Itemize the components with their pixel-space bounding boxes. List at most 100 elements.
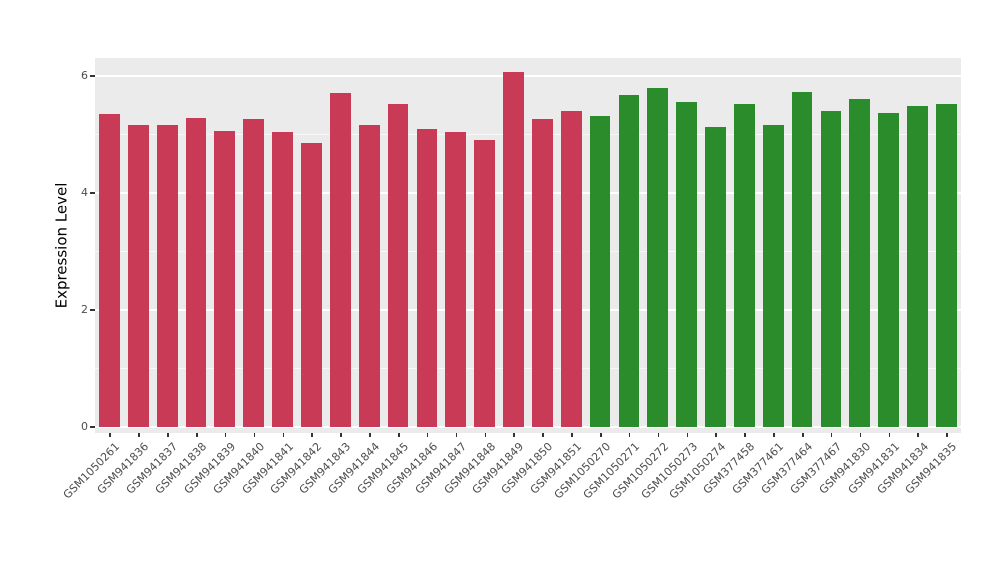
- x-slot: GSM941846: [384, 433, 441, 563]
- bar-slot: [672, 101, 701, 433]
- bar: [185, 118, 207, 427]
- x-tick-mark: [282, 433, 285, 437]
- bar-slot: [903, 106, 932, 433]
- bar-slot: [412, 129, 441, 433]
- bar-slot: [326, 92, 355, 433]
- bar: [531, 119, 553, 427]
- bar-slot: [239, 118, 268, 433]
- x-slot: GSM941830: [816, 433, 874, 563]
- bar: [329, 92, 351, 427]
- x-slot: GSM941834: [874, 433, 932, 563]
- x-slot: GSM941850: [499, 433, 557, 563]
- x-tick-mark: [657, 433, 660, 437]
- bar: [503, 71, 524, 427]
- x-tick-mark: [859, 433, 862, 437]
- bar-slot: [182, 118, 211, 433]
- bar-slot: [528, 119, 557, 433]
- bar-slot: [932, 103, 961, 434]
- bar-slot: [441, 132, 470, 433]
- bar: [416, 129, 438, 427]
- x-slot: GSM941839: [181, 433, 239, 563]
- y-tick-label: 0: [81, 420, 88, 433]
- y-tick-label: 2: [81, 303, 88, 316]
- bar: [589, 116, 611, 427]
- x-slot: GSM941849: [470, 433, 528, 563]
- bar-slot: [557, 110, 586, 433]
- plot-panel: [95, 58, 961, 433]
- x-tick-mark: [686, 433, 689, 437]
- bar-slot: [124, 124, 153, 433]
- bar-slot: [470, 139, 499, 433]
- bar: [99, 114, 120, 427]
- x-slot: GSM941835: [903, 433, 961, 563]
- x-slot: GSM377467: [788, 433, 845, 563]
- x-slot: GSM941847: [412, 433, 470, 563]
- x-slot: GSM377461: [730, 433, 788, 563]
- bar: [647, 87, 669, 427]
- bar-slot: [643, 87, 672, 433]
- x-tick-mark: [253, 433, 256, 437]
- x-slot: GSM1050273: [638, 433, 701, 563]
- x-tick-mark: [715, 433, 717, 437]
- bar-slot: [384, 104, 413, 433]
- x-slot: GSM1050274: [667, 433, 730, 563]
- x-tick-mark: [917, 433, 919, 437]
- gridline-major: [95, 75, 961, 77]
- x-tick-mark: [109, 433, 111, 437]
- bar: [618, 95, 640, 427]
- bar: [791, 91, 813, 427]
- x-tick-mark: [369, 433, 371, 437]
- y-tick-label: 6: [81, 69, 88, 82]
- y-tick-mark: [90, 309, 95, 311]
- x-tick-mark: [802, 433, 804, 437]
- bar: [301, 142, 322, 427]
- gridline-minor: [95, 368, 961, 369]
- y-axis-tick-marks: [90, 58, 95, 433]
- bar: [445, 132, 467, 427]
- gridline-minor: [95, 134, 961, 135]
- bar: [474, 139, 495, 427]
- bar: [705, 126, 726, 427]
- bar-slot: [499, 71, 528, 433]
- x-tick-mark: [542, 433, 544, 437]
- x-tick-mark: [340, 433, 342, 437]
- bar: [214, 131, 236, 427]
- bar: [849, 99, 871, 427]
- x-slot: GSM941851: [528, 433, 586, 563]
- bar-slot: [759, 125, 788, 433]
- bar-slot: [95, 114, 124, 433]
- x-tick-mark: [513, 433, 515, 437]
- bar: [907, 106, 928, 427]
- bar-slot: [730, 104, 759, 433]
- x-slot: GSM941843: [297, 433, 355, 563]
- bar: [358, 124, 380, 427]
- x-tick-mark: [455, 433, 458, 437]
- x-slot: GSM1050270: [552, 433, 615, 563]
- bar-slot: [874, 113, 903, 433]
- x-tick-mark: [888, 433, 891, 437]
- x-tick-mark: [224, 433, 227, 437]
- bar: [733, 104, 755, 427]
- x-tick-mark: [830, 433, 833, 437]
- bar: [387, 104, 409, 427]
- bar-slot: [355, 124, 384, 433]
- x-slot: GSM941841: [239, 433, 297, 563]
- x-tick-mark: [398, 433, 400, 437]
- bars-container: [95, 58, 961, 433]
- bar-slot: [153, 125, 182, 433]
- bar-slot: [297, 142, 326, 433]
- x-axis-labels: GSM1050261 GSM941836 GSM941837 GSM941838 GSM…: [61, 433, 961, 563]
- bar: [820, 110, 842, 427]
- bar: [762, 125, 784, 427]
- x-tick-mark: [571, 433, 573, 437]
- x-slot: GSM941837: [124, 433, 182, 563]
- bar-slot: [614, 95, 643, 433]
- bar-slot: [701, 126, 730, 433]
- bar: [676, 101, 697, 427]
- x-tick-mark: [744, 433, 746, 437]
- gridline-major: [95, 309, 961, 311]
- x-slot: GSM377458: [701, 433, 759, 563]
- bar: [272, 131, 293, 427]
- gridline-minor: [95, 251, 961, 252]
- x-slot: GSM1050272: [609, 433, 672, 563]
